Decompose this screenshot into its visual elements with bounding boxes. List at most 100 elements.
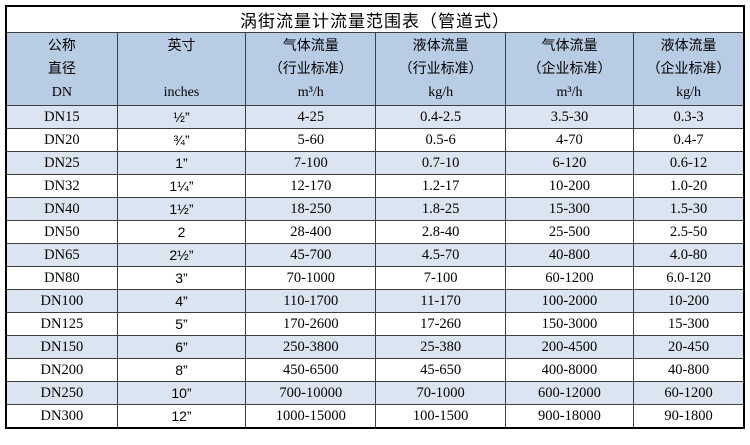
- header-line: 直径: [47, 61, 76, 77]
- table-cell-gas-industry: 70-1000: [245, 266, 377, 290]
- table-cell-dn: DN15: [5, 105, 118, 129]
- table-cell-gas-industry: 28-400: [245, 220, 377, 244]
- table-cell-liquid-enterprise: 0.3-3: [633, 105, 745, 129]
- table-cell-liquid-enterprise: 60-1200: [633, 381, 745, 405]
- table-body: DN15 ½” 4-25 0.4-2.5 3.5-30 0.3-3 DN20 ¾…: [5, 105, 745, 429]
- table-cell-gas-enterprise: 400-8000: [504, 358, 635, 382]
- table-head: 涡街流量计流量范围表（管道式） 公称 直径 DN 英寸 inches 气体流量 …: [5, 5, 745, 106]
- table-cell-gas-industry: 12-170: [245, 174, 377, 198]
- table-cell-dn: DN125: [5, 312, 118, 336]
- table-cell-liquid-enterprise: 1.5-30: [633, 197, 745, 221]
- table-cell-dn: DN80: [5, 266, 118, 290]
- header-line: m³/h: [556, 84, 583, 100]
- table-cell-liquid-enterprise: 90-1800: [633, 404, 745, 429]
- table-cell-gas-enterprise: 3.5-30: [504, 105, 635, 129]
- table-cell-gas-industry: 170-2600: [245, 312, 377, 336]
- table-cell-liquid-enterprise: 0.4-7: [633, 128, 745, 152]
- table-cell-gas-enterprise: 25-500: [504, 220, 635, 244]
- table-cell-dn: DN200: [5, 358, 118, 382]
- table-cell-gas-industry: 1000-15000: [245, 404, 377, 429]
- table-cell-liquid-industry: 1.2-17: [375, 174, 506, 198]
- table-row: DN300 12” 1000-15000 100-1500 900-18000 …: [5, 404, 745, 429]
- table-cell-dn: DN250: [5, 381, 118, 405]
- header-row: 公称 直径 DN 英寸 inches 气体流量 （行业标准） m³/h 液体流量…: [5, 32, 745, 106]
- header-line: DN: [51, 84, 73, 100]
- table-cell-liquid-industry: 11-170: [375, 289, 506, 313]
- table-cell-gas-enterprise: 6-120: [504, 151, 635, 175]
- header-line: kg/h: [676, 84, 702, 100]
- table-cell-gas-enterprise: 150-3000: [504, 312, 635, 336]
- table-cell-liquid-industry: 0.5-6: [375, 128, 506, 152]
- column-header-liquid-industry: 液体流量 （行业标准） kg/h: [375, 32, 506, 106]
- table-cell-liquid-industry: 70-1000: [375, 381, 506, 405]
- table-cell-gas-industry: 700-10000: [245, 381, 377, 405]
- table-cell-gas-enterprise: 900-18000: [504, 404, 635, 429]
- table-cell-liquid-industry: 0.7-10: [375, 151, 506, 175]
- header-line: 液体流量: [660, 38, 717, 54]
- table-cell-liquid-enterprise: 0.6-12: [633, 151, 745, 175]
- header-line: 液体流量: [412, 38, 469, 54]
- header-line: 气体流量: [541, 38, 598, 54]
- table-cell-liquid-industry: 7-100: [375, 266, 506, 290]
- table-cell-dn: DN20: [5, 128, 118, 152]
- header-line: inches: [163, 84, 200, 100]
- table-cell-inches: ¾”: [116, 128, 247, 152]
- table-cell-gas-industry: 110-1700: [245, 289, 377, 313]
- table-cell-gas-enterprise: 4-70: [504, 128, 635, 152]
- table-row: DN250 10” 700-10000 70-1000 600-12000 60…: [5, 381, 745, 405]
- table-cell-liquid-industry: 25-380: [375, 335, 506, 359]
- table-cell-liquid-enterprise: 20-450: [633, 335, 745, 359]
- table-row: DN65 2½” 45-700 4.5-70 40-800 4.0-80: [5, 243, 745, 267]
- table-cell-gas-enterprise: 10-200: [504, 174, 635, 198]
- table-cell-inches: 2: [116, 220, 247, 244]
- header-line: m³/h: [297, 84, 324, 100]
- table-cell-inches: 5”: [116, 312, 247, 336]
- table-cell-gas-industry: 18-250: [245, 197, 377, 221]
- table-cell-dn: DN65: [5, 243, 118, 267]
- table-cell-inches: 1”: [116, 151, 247, 175]
- table-cell-liquid-industry: 2.8-40: [375, 220, 506, 244]
- table-cell-gas-industry: 45-700: [245, 243, 377, 267]
- column-header-gas-industry: 气体流量 （行业标准） m³/h: [245, 32, 377, 106]
- table-cell-gas-enterprise: 60-1200: [504, 266, 635, 290]
- table-cell-liquid-industry: 17-260: [375, 312, 506, 336]
- header-line: 气体流量: [282, 38, 339, 54]
- table-cell-gas-enterprise: 15-300: [504, 197, 635, 221]
- table-cell-dn: DN25: [5, 151, 118, 175]
- flow-range-table: 涡街流量计流量范围表（管道式） 公称 直径 DN 英寸 inches 气体流量 …: [5, 5, 745, 429]
- table-cell-gas-enterprise: 100-2000: [504, 289, 635, 313]
- table-cell-gas-enterprise: 200-4500: [504, 335, 635, 359]
- table-title: 涡街流量计流量范围表（管道式）: [5, 5, 745, 33]
- table-cell-inches: 6”: [116, 335, 247, 359]
- table-cell-liquid-enterprise: 4.0-80: [633, 243, 745, 267]
- table-cell-dn: DN100: [5, 289, 118, 313]
- table-row: DN200 8” 450-6500 45-650 400-8000 40-800: [5, 358, 745, 382]
- table-row: DN25 1” 7-100 0.7-10 6-120 0.6-12: [5, 151, 745, 175]
- table-cell-liquid-enterprise: 2.5-50: [633, 220, 745, 244]
- header-line: [118, 58, 244, 81]
- table-cell-liquid-enterprise: 40-800: [633, 358, 745, 382]
- table-row: DN125 5” 170-2600 17-260 150-3000 15-300: [5, 312, 745, 336]
- table-cell-gas-enterprise: 600-12000: [504, 381, 635, 405]
- table-cell-gas-industry: 5-60: [245, 128, 377, 152]
- header-line: 公称: [47, 38, 76, 54]
- column-header-gas-enterprise: 气体流量 （企业标准） m³/h: [504, 32, 635, 106]
- title-row: 涡街流量计流量范围表（管道式）: [5, 5, 745, 33]
- column-header-dn: 公称 直径 DN: [5, 32, 118, 106]
- table-cell-inches: 2½”: [116, 243, 247, 267]
- table-cell-liquid-industry: 0.4-2.5: [375, 105, 506, 129]
- table-cell-dn: DN32: [5, 174, 118, 198]
- table-row: DN32 1¼” 12-170 1.2-17 10-200 1.0-20: [5, 174, 745, 198]
- table-cell-liquid-enterprise: 6.0-120: [633, 266, 745, 290]
- table-cell-inches: 4”: [116, 289, 247, 313]
- table-cell-gas-industry: 7-100: [245, 151, 377, 175]
- table-cell-inches: 12”: [116, 404, 247, 429]
- table-cell-dn: DN150: [5, 335, 118, 359]
- table-cell-gas-industry: 450-6500: [245, 358, 377, 382]
- table-cell-liquid-enterprise: 10-200: [633, 289, 745, 313]
- table-cell-liquid-industry: 1.8-25: [375, 197, 506, 221]
- column-header-liquid-enterprise: 液体流量 （企业标准） kg/h: [633, 32, 745, 106]
- column-header-inches: 英寸 inches: [116, 32, 247, 106]
- table-cell-dn: DN300: [5, 404, 118, 429]
